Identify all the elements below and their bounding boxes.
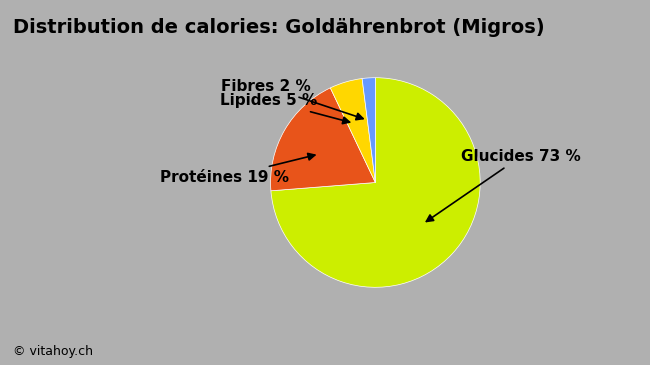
Text: Fibres 2 %: Fibres 2 %: [220, 78, 363, 120]
Wedge shape: [330, 78, 376, 182]
Text: Glucides 73 %: Glucides 73 %: [426, 149, 581, 222]
Wedge shape: [271, 78, 480, 287]
Wedge shape: [362, 78, 376, 182]
Text: © vitahoy.ch: © vitahoy.ch: [13, 345, 93, 358]
Wedge shape: [270, 88, 376, 191]
Text: Lipides 5 %: Lipides 5 %: [220, 93, 350, 124]
Text: Protéines 19 %: Protéines 19 %: [161, 153, 315, 185]
Text: Distribution de calories: Goldährenbrot (Migros): Distribution de calories: Goldährenbrot …: [13, 18, 545, 37]
